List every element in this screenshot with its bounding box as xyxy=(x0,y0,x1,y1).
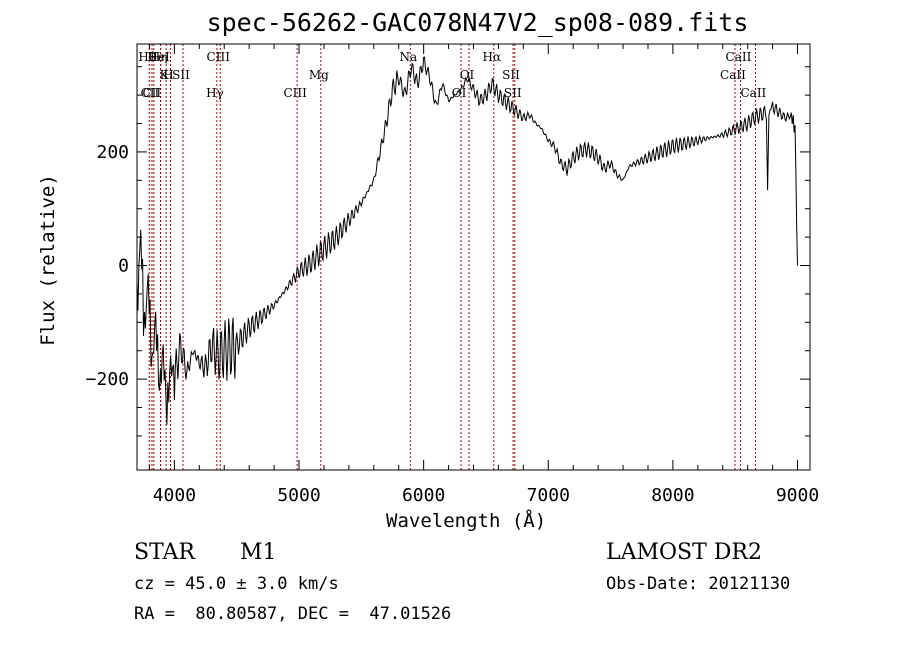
emission-line-label: Hη xyxy=(150,50,168,64)
emission-line-label: SII xyxy=(504,86,522,100)
y-tick-label: 200 xyxy=(96,142,129,163)
coordinates: RA = 80.80587, DEC = 47.01526 xyxy=(134,604,452,624)
x-tick-label: 5000 xyxy=(277,485,320,506)
x-tick-label: 7000 xyxy=(527,485,570,506)
emission-line-label: K xyxy=(160,68,170,82)
emission-line-label: CaII xyxy=(726,50,752,64)
emission-line-label: Hθ xyxy=(138,50,156,64)
y-tick-label: −200 xyxy=(86,369,129,390)
emission-line-label: OI xyxy=(452,86,467,100)
x-tick-label: 6000 xyxy=(402,485,445,506)
emission-line-label: CII xyxy=(142,86,161,100)
emission-line-label: SII xyxy=(502,68,520,82)
y-axis-label: Flux (relative) xyxy=(37,174,59,346)
emission-line-label: CII xyxy=(141,86,160,100)
object-type: STAR xyxy=(134,540,195,565)
object-subclass: M1 xyxy=(240,540,277,565)
emission-line-label: HeI xyxy=(147,50,170,64)
emission-line-label: CIII xyxy=(283,86,307,100)
emission-line-label: CaII xyxy=(740,86,766,100)
plot-frame xyxy=(136,43,811,471)
x-tick-label: 8000 xyxy=(651,485,694,506)
emission-line-markers xyxy=(148,44,756,470)
emission-line-label: Mg xyxy=(309,68,329,82)
x-tick-label: 9000 xyxy=(776,485,819,506)
y-tick-label: 0 xyxy=(118,256,129,277)
emission-line-label: CaII xyxy=(720,68,746,82)
redshift-cz: cz = 45.0 ± 3.0 km/s xyxy=(134,574,339,594)
emission-line-label: Hγ xyxy=(206,86,224,100)
axis-ticks: 4000 5000 6000 7000 8000 9000 −200 0 200 xyxy=(86,44,819,506)
x-axis-label: Wavelength (Å) xyxy=(386,510,547,532)
emission-line-label: OI xyxy=(460,68,475,82)
spectrum-line xyxy=(136,56,798,425)
observation-date: Obs-Date: 20121130 xyxy=(606,574,791,594)
emission-line-label: SII xyxy=(172,68,190,82)
emission-line-label: Na xyxy=(399,50,417,64)
emission-line-label: CIII xyxy=(207,50,231,64)
survey-name: LAMOST DR2 xyxy=(606,540,762,565)
chart-title: spec-56262-GAC078N47V2_sp08-089.fits xyxy=(206,8,749,37)
emission-line-labels: HθKCIIHeISIICIIHηHHγCIIIMgCIIINaOIOIHαSI… xyxy=(138,50,766,100)
emission-line-label: Hα xyxy=(483,50,502,64)
emission-line-label: H xyxy=(163,68,173,82)
x-tick-label: 4000 xyxy=(153,485,196,506)
